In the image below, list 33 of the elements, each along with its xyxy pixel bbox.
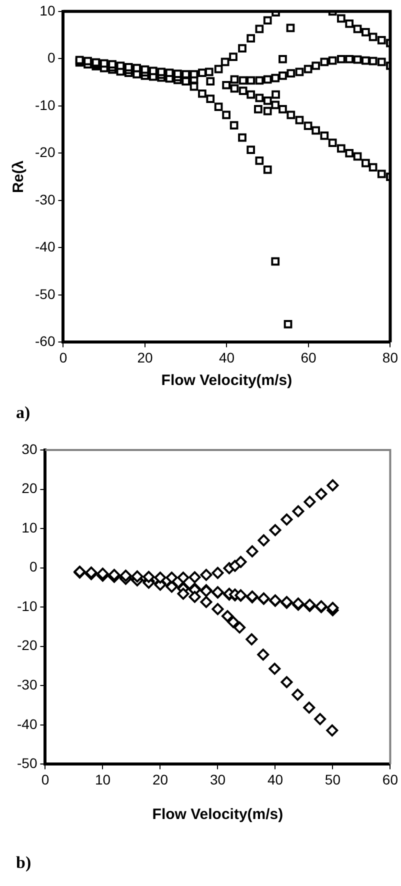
y-tick-label: -10 [17,598,38,614]
x-tick-label: 10 [94,771,111,788]
y-axis-title: Re(λ [10,160,28,194]
y-tick-label: 20 [22,480,38,496]
x-tick-label: 30 [210,771,226,788]
y-tick-label: 0 [29,558,38,575]
x-tick-label: 40 [267,771,284,788]
y-tick-label: -50 [17,755,38,772]
y-tick-label: -10 [35,96,56,113]
y-tick-label: 10 [22,519,38,536]
x-axis-title: Flow Velocity(m/s) [152,806,284,824]
y-tick-label: 0 [47,50,56,66]
y-tick-label: -40 [17,716,38,732]
x-axis-title: Flow Velocity(m/s) [161,372,292,390]
y-tick-label: 30 [22,440,38,457]
x-tick-label: 80 [382,349,398,366]
y-tick-label: 10 [40,2,56,18]
x-tick-label: 20 [137,349,153,366]
x-tick-label: 40 [218,349,235,366]
text: b) [15,852,32,874]
x-tick-label: 20 [152,771,168,788]
x-tick-label: 60 [300,349,316,366]
y-tick-label: -50 [35,286,56,302]
text: a) [15,402,32,424]
y-tick-label: -30 [17,676,38,693]
y-tick-label: -60 [35,333,56,350]
x-tick-label: 0 [59,349,68,366]
y-tick-label: -20 [35,144,56,160]
y-tick-label: -40 [35,238,56,255]
x-tick-label: 50 [324,771,341,788]
y-tick-label: -20 [17,637,38,654]
y-tick-label: -30 [35,191,56,208]
x-tick-label: 60 [382,771,398,788]
